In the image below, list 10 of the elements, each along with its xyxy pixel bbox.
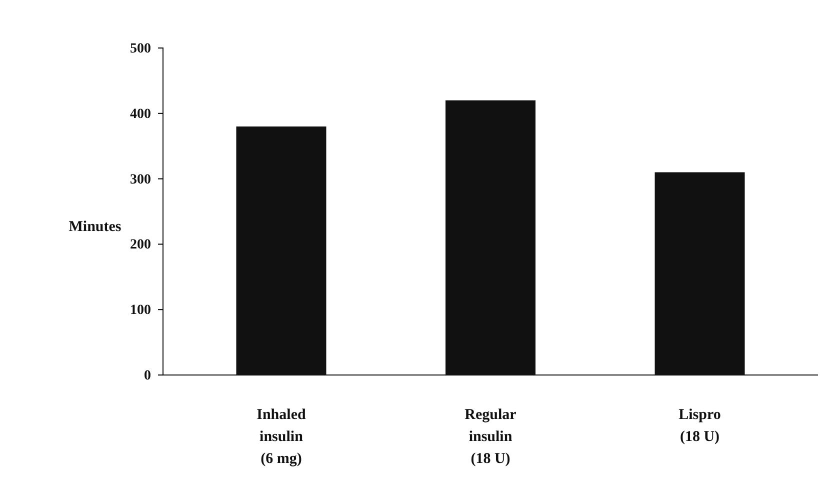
x-tick-label: Inhaled insulin (6 mg) [256, 407, 306, 467]
y-tick-label: 100 [130, 303, 151, 318]
x-tick-label: Lispro (18 U) [678, 407, 721, 445]
y-axis-title: Minutes [68, 219, 122, 236]
y-tick-label: 500 [130, 41, 151, 56]
y-tick-label: 400 [130, 106, 151, 122]
y-tick-label: 0 [144, 368, 151, 384]
y-tick-label: 200 [130, 238, 151, 253]
x-tick-label: Regular insulin (18 U) [464, 407, 517, 467]
y-tick-label: 300 [130, 172, 151, 188]
